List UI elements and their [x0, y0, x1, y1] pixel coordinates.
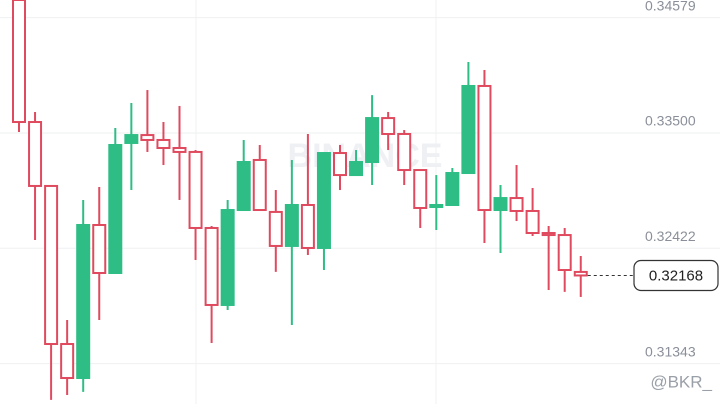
- candle-body: [268, 210, 283, 247]
- candle-body: [156, 138, 171, 149]
- candle-body: [413, 169, 428, 209]
- last-price-label: 0.32168: [649, 267, 703, 284]
- candles: [12, 0, 588, 400]
- candle-body: [108, 144, 123, 275]
- candle-body: [220, 209, 235, 306]
- candle-body: [525, 209, 540, 235]
- candle-body: [12, 0, 26, 124]
- candle-body: [92, 223, 107, 275]
- candle-body: [349, 161, 364, 177]
- candle-body: [365, 117, 380, 164]
- y-tick-label: 0.31343: [645, 343, 696, 359]
- candle-body: [300, 203, 315, 249]
- candle-body: [204, 226, 219, 306]
- candle-body: [429, 203, 444, 209]
- candle-body: [76, 223, 91, 380]
- credit: @BKR_: [650, 372, 712, 391]
- candle-body: [28, 121, 43, 187]
- candle-body: [381, 117, 396, 135]
- axis: 0.34579 0.33500 0.32422 0.31343 0.32168: [587, 0, 719, 359]
- candle-body: [461, 84, 476, 175]
- last-price-box: [633, 259, 719, 292]
- candle-body: [252, 158, 267, 212]
- watermark: BINANCE: [288, 137, 443, 175]
- grid: [0, 17, 720, 365]
- candle-body: [188, 150, 203, 229]
- candle-body: [316, 152, 331, 249]
- candle-body: [44, 184, 59, 346]
- candle-body: [284, 203, 299, 247]
- candle-body: [397, 132, 412, 172]
- candle-body: [445, 172, 460, 206]
- candle-body: [172, 146, 187, 153]
- candle-body: [477, 84, 492, 212]
- candle-body: [236, 161, 251, 212]
- candle-body: [557, 234, 572, 272]
- candle-body: [124, 134, 139, 144]
- candle-body: [60, 343, 75, 380]
- candle-body: [573, 270, 588, 277]
- candle-body: [333, 152, 347, 177]
- candle-body: [509, 197, 524, 212]
- y-tick-label: 0.34579: [645, 0, 696, 13]
- candle-body: [493, 197, 508, 212]
- y-tick-label: 0.32422: [645, 228, 696, 244]
- candle-body: [140, 134, 155, 141]
- candle-body: [541, 232, 556, 237]
- y-tick-label: 0.33500: [645, 113, 696, 129]
